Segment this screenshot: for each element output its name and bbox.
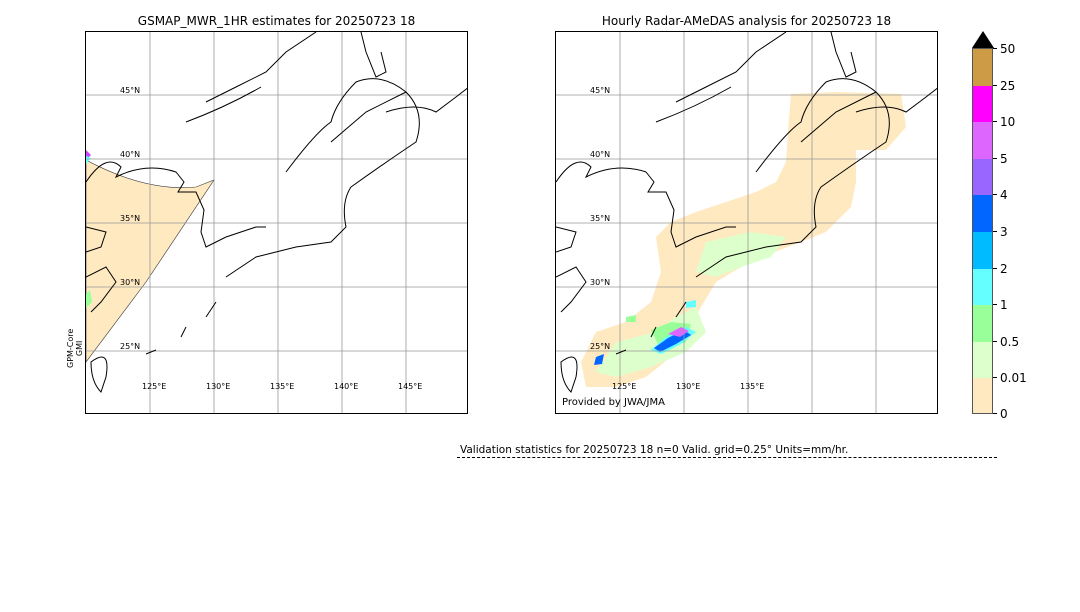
stats-divider xyxy=(457,457,997,458)
colorbar-seg-3-4 xyxy=(973,195,992,232)
colorbar-tick xyxy=(993,377,997,378)
lat-label-45: 45°N xyxy=(590,86,611,95)
lat-label-40: 40°N xyxy=(120,150,141,159)
colorbar-label-1: 1 xyxy=(1000,298,1008,312)
lat-label-45: 45°N xyxy=(120,86,141,95)
colorbar-seg-0.01-0.5 xyxy=(973,341,992,379)
lat-label-25: 25°N xyxy=(120,342,141,351)
lon-label-135: 135°E xyxy=(270,382,295,391)
colorbar-label-25: 25 xyxy=(1000,79,1016,93)
colorbar-label-0.01: 0.01 xyxy=(1000,371,1027,385)
colorbar-seg-0.5-1 xyxy=(973,305,992,342)
left-map-title: GSMAP_MWR_1HR estimates for 20250723 18 xyxy=(137,14,416,28)
validation-stats-text: Validation statistics for 20250723 18 n=… xyxy=(460,444,849,456)
coastlines xyxy=(556,32,937,393)
colorbar-tick xyxy=(993,304,997,305)
colorbar-tick xyxy=(993,341,997,342)
colorbar-tick xyxy=(993,158,997,159)
colorbar-seg-25-50 xyxy=(973,49,992,86)
colorbar-tick xyxy=(993,231,997,232)
colorbar xyxy=(972,48,993,414)
left-map-panel: 45°N 40°N 35°N 30°N 25°N 125°E 130°E 135… xyxy=(85,31,468,414)
lon-label-130: 130°E xyxy=(676,382,701,391)
colorbar-seg-4-5 xyxy=(973,158,992,196)
lon-label-125: 125°E xyxy=(612,382,637,391)
colorbar-seg-10-25 xyxy=(973,85,992,123)
gridlines xyxy=(86,32,467,413)
colorbar-tick xyxy=(993,121,997,122)
colorbar-label-4: 4 xyxy=(1000,188,1008,202)
gridlines xyxy=(556,32,937,413)
sensor-label: GPM-Core GMI xyxy=(66,329,84,368)
right-map-panel: 45°N 40°N 35°N 30°N 25°N 125°E 130°E 135… xyxy=(555,31,938,414)
lat-label-35: 35°N xyxy=(590,214,611,223)
colorbar-tick xyxy=(993,85,997,86)
lat-label-35: 35°N xyxy=(120,214,141,223)
right-map-title: Hourly Radar-AMeDAS analysis for 2025072… xyxy=(601,14,892,28)
coastlines xyxy=(86,32,467,393)
colorbar-seg-0-0.01 xyxy=(973,378,992,413)
colorbar-label-0.5: 0.5 xyxy=(1000,335,1020,349)
lon-label-130: 130°E xyxy=(206,382,231,391)
lon-label-135: 135°E xyxy=(740,382,765,391)
lat-label-25: 25°N xyxy=(590,342,611,351)
lon-label-145: 145°E xyxy=(398,382,423,391)
colorbar-tick xyxy=(993,268,997,269)
colorbar-tick xyxy=(993,48,997,49)
lat-label-40: 40°N xyxy=(590,150,611,159)
lon-label-125: 125°E xyxy=(142,382,167,391)
colorbar-tick xyxy=(993,413,997,414)
lat-label-30: 30°N xyxy=(120,278,141,287)
colorbar-label-50: 50 xyxy=(1000,42,1016,56)
data-provider-credit: Provided by JWA/JMA xyxy=(562,397,665,408)
lon-label-140: 140°E xyxy=(334,382,359,391)
right-map-canvas xyxy=(556,32,937,413)
colorbar-tick xyxy=(993,194,997,195)
left-map-canvas xyxy=(86,32,467,413)
colorbar-seg-5-10 xyxy=(973,122,992,159)
colorbar-seg-2-3 xyxy=(973,232,992,269)
colorbar-label-10: 10 xyxy=(1000,115,1016,129)
colorbar-seg-1-2 xyxy=(973,268,992,306)
sensor-label-line2: GMI xyxy=(75,340,84,357)
colorbar-extend-arrow xyxy=(972,31,994,48)
colorbar-label-2: 2 xyxy=(1000,262,1008,276)
colorbar-label-0: 0 xyxy=(1000,407,1008,421)
colorbar-label-3: 3 xyxy=(1000,225,1008,239)
colorbar-label-5: 5 xyxy=(1000,152,1008,166)
lat-label-30: 30°N xyxy=(590,278,611,287)
sensor-label-line1: GPM-Core xyxy=(66,328,75,368)
